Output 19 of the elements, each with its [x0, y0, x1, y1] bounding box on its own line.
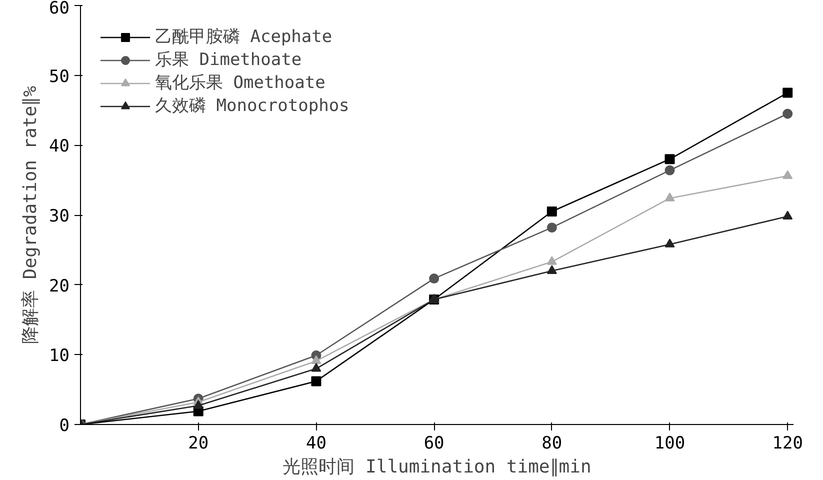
x-tick-label: 20: [188, 434, 209, 454]
x-tick-label: 100: [654, 434, 686, 454]
legend-label: 氧化乐果 Omethoate: [155, 72, 326, 94]
x-tick-label: 80: [542, 434, 562, 454]
y-tick-label: 30: [49, 206, 70, 226]
x-tick-label: 40: [306, 434, 326, 454]
x-tick-label: 120: [772, 434, 803, 454]
y-tick-label: 50: [49, 66, 70, 87]
x-axis-title: 光照时间 Illumination time∥min: [282, 456, 592, 478]
legend-label: 久效磷 Monocrotophos: [155, 95, 350, 117]
y-tick-label: 60: [49, 0, 70, 18]
y-axis-title: 降解率 Degradation rate∥%: [20, 86, 42, 344]
y-tick-label: 20: [49, 276, 70, 296]
y-tick-label: 10: [49, 346, 70, 366]
x-tick-label: 60: [424, 434, 444, 454]
y-tick-label: 0: [59, 416, 70, 436]
legend-label: 乐果 Dimethoate: [155, 49, 302, 71]
legend-label: 乙酰甲胺磷 Acephate: [155, 26, 332, 48]
y-tick-label: 40: [49, 136, 70, 157]
